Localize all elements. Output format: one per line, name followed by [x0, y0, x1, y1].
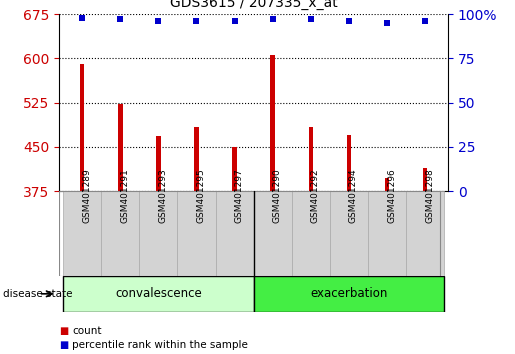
- Text: GSM401293: GSM401293: [158, 168, 167, 223]
- Bar: [232, 148, 237, 191]
- Point: [230, 18, 238, 24]
- Text: exacerbation: exacerbation: [310, 287, 388, 300]
- Bar: [215, 191, 253, 276]
- Point: [269, 17, 277, 22]
- Bar: [385, 178, 389, 191]
- Bar: [292, 191, 330, 276]
- Bar: [118, 104, 123, 191]
- Text: GSM401291: GSM401291: [120, 168, 129, 223]
- Bar: [253, 191, 292, 276]
- Point: [116, 17, 124, 22]
- Text: convalescence: convalescence: [115, 287, 202, 300]
- Bar: [194, 127, 199, 191]
- Text: GSM401296: GSM401296: [387, 168, 396, 223]
- Point: [307, 17, 315, 22]
- Bar: [423, 167, 427, 191]
- Bar: [406, 191, 444, 276]
- Bar: [347, 135, 351, 191]
- Title: GDS3615 / 207335_x_at: GDS3615 / 207335_x_at: [170, 0, 337, 10]
- Point: [421, 18, 430, 24]
- Bar: [177, 191, 215, 276]
- Text: percentile rank within the sample: percentile rank within the sample: [72, 340, 248, 350]
- Text: GSM401298: GSM401298: [425, 168, 434, 223]
- Bar: [101, 191, 139, 276]
- Bar: [308, 127, 313, 191]
- Point: [383, 20, 391, 26]
- Text: GSM401294: GSM401294: [349, 168, 358, 223]
- Point: [192, 18, 200, 24]
- Text: GSM401290: GSM401290: [273, 168, 282, 223]
- Text: GSM401295: GSM401295: [196, 168, 205, 223]
- Text: count: count: [72, 326, 101, 336]
- Text: GSM401289: GSM401289: [82, 168, 91, 223]
- Bar: [270, 56, 275, 191]
- Bar: [80, 64, 84, 191]
- Point: [154, 18, 162, 24]
- Text: ■: ■: [59, 326, 68, 336]
- Bar: [63, 276, 253, 312]
- Bar: [253, 276, 444, 312]
- Text: GSM401292: GSM401292: [311, 168, 320, 223]
- Bar: [368, 191, 406, 276]
- Text: disease state: disease state: [3, 289, 72, 299]
- Point: [345, 18, 353, 24]
- Bar: [330, 191, 368, 276]
- Bar: [156, 136, 161, 191]
- Text: GSM401297: GSM401297: [234, 168, 244, 223]
- Point: [78, 15, 86, 21]
- Bar: [63, 191, 101, 276]
- Bar: [139, 191, 177, 276]
- Text: ■: ■: [59, 340, 68, 350]
